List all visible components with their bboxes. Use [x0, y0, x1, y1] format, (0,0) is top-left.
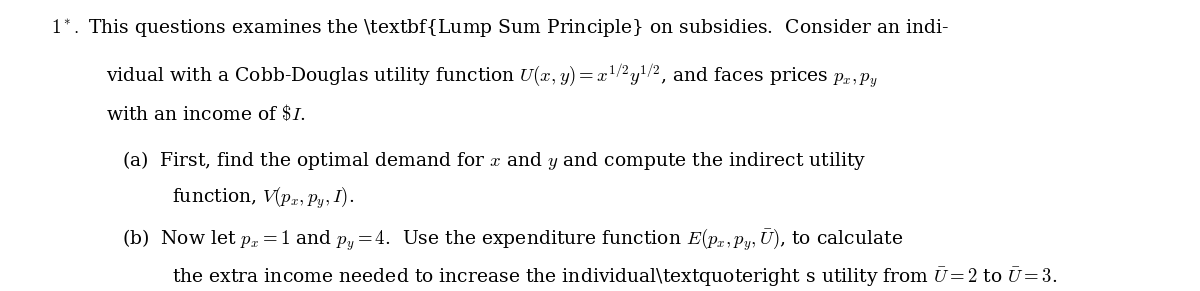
Text: (a)  First, find the optimal demand for $x$ and $y$ and compute the indirect uti: (a) First, find the optimal demand for $…: [122, 149, 866, 172]
Text: $\mathbf{1^*.}$ This questions examines the \textbf{Lump Sum Principle} on subsi: $\mathbf{1^*.}$ This questions examines …: [50, 17, 949, 39]
Text: the extra income needed to increase the individual\textquoteright s utility from: the extra income needed to increase the …: [172, 265, 1057, 288]
Text: function, $V(p_x, p_y, I)$.: function, $V(p_x, p_y, I)$.: [172, 185, 354, 211]
Text: vidual with a Cobb-Douglas utility function $U(x,y) = x^{1/2}y^{1/2}$, and faces: vidual with a Cobb-Douglas utility funct…: [106, 62, 877, 91]
Text: (b)  Now let $p_x = 1$ and $p_y = 4$.  Use the expenditure function $E(p_x, p_y,: (b) Now let $p_x = 1$ and $p_y = 4$. Use…: [122, 227, 904, 253]
Text: with an income of $\$I$.: with an income of $\$I$.: [106, 103, 305, 124]
